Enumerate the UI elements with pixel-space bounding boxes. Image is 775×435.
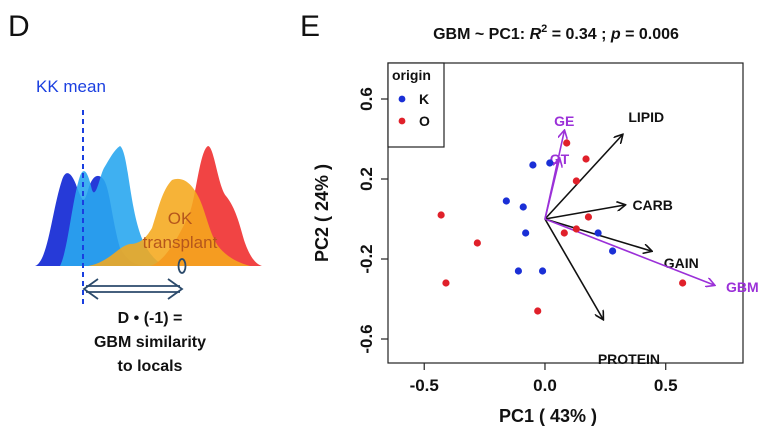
vector-label-carb: CARB <box>632 197 672 213</box>
chart-title: GBM ~ PC1: R2 = 0.34 ; p = 0.006 <box>433 23 679 43</box>
point-k <box>594 229 602 237</box>
plot-frame <box>387 62 744 364</box>
point-o <box>584 213 593 221</box>
vector-label-gt: GT <box>550 151 570 167</box>
kk-mean-label: KK mean <box>36 77 106 96</box>
point-k <box>519 203 527 211</box>
y-tick-label: -0.6 <box>357 324 376 353</box>
vector-label-protein: PROTEIN <box>598 351 660 367</box>
point-o <box>679 279 687 287</box>
vector-carb <box>544 205 625 220</box>
legend-swatch-k <box>398 95 406 103</box>
legend-swatch-o <box>398 117 406 125</box>
point-o <box>437 211 445 219</box>
point-o <box>572 177 580 185</box>
ok-red-density <box>150 146 262 266</box>
legend-label-o: O <box>419 113 430 129</box>
panel-d-letter: D <box>8 10 30 43</box>
ok-transplant-label-line1: OK <box>168 209 193 228</box>
vector-protein <box>544 218 603 319</box>
x-tick-label: 0.0 <box>533 376 557 395</box>
x-tick-label: 0.5 <box>654 376 678 395</box>
vector-lipid <box>544 135 622 220</box>
d-caption-line1: D • (-1) = <box>118 310 183 327</box>
vector-label-gain: GAIN <box>664 255 699 271</box>
point-o <box>560 229 568 237</box>
y-tick-label: -0.2 <box>357 244 376 273</box>
point-o <box>563 139 571 147</box>
kk-light-density <box>60 146 164 266</box>
distance-arrow <box>82 278 184 300</box>
ok-transplant-label-line2: transplant <box>143 233 218 252</box>
d-caption-line3: to locals <box>118 358 183 375</box>
x-tick-label: -0.5 <box>410 376 439 395</box>
d-caption-line2: GBM similarity <box>94 334 206 351</box>
point-o <box>442 279 450 287</box>
legend-title: origin <box>392 67 431 83</box>
point-k <box>546 159 554 167</box>
y-axis-label: PC2 ( 24% ) <box>312 164 332 262</box>
legend-label-k: K <box>419 91 429 107</box>
point-o <box>473 239 481 247</box>
x-axis-label: PC1 ( 43% ) <box>499 406 597 426</box>
y-tick-label: 0.2 <box>357 167 376 191</box>
panel-e-letter: E <box>300 10 321 43</box>
vector-label-ge: GE <box>554 113 574 129</box>
y-tick-label: 0.6 <box>357 87 376 111</box>
legend-box <box>387 62 445 148</box>
point-o <box>534 307 542 315</box>
vector-gbm <box>544 218 714 285</box>
point-k <box>522 229 530 237</box>
vector-gt <box>544 159 559 220</box>
point-k <box>514 267 523 275</box>
ok-orange-density <box>88 178 250 266</box>
vector-label-gbm: GBM <box>726 279 759 295</box>
point-k <box>502 197 510 205</box>
ok-mean-marker <box>177 258 187 274</box>
point-o <box>572 225 580 233</box>
point-k <box>538 267 547 275</box>
point-k <box>608 247 617 255</box>
vector-label-lipid: LIPID <box>628 109 664 125</box>
legend: origin KO <box>387 62 445 148</box>
point-o <box>582 155 590 163</box>
point-k <box>529 161 537 169</box>
